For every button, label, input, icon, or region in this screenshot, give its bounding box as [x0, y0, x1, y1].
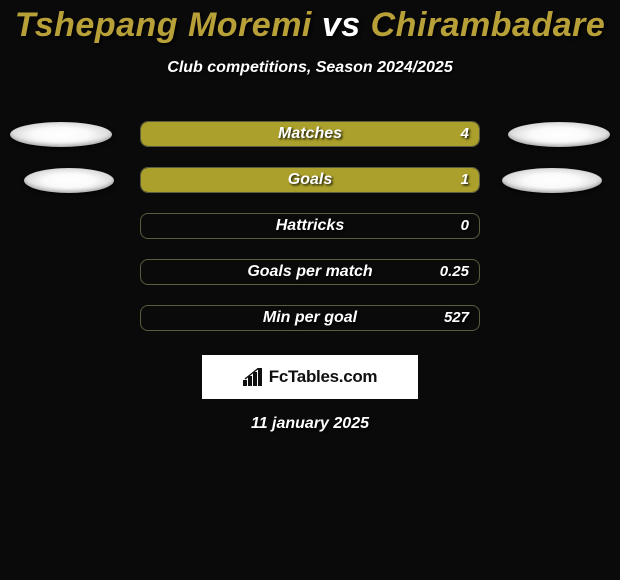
- stat-value: 0.25: [440, 260, 469, 284]
- stat-label: Matches: [141, 122, 479, 146]
- stat-bar-track: Goals per match0.25: [140, 259, 480, 285]
- stats-area: Matches4Goals1Hattricks0Goals per match0…: [0, 111, 620, 341]
- player2-name: Chirambadare: [371, 6, 606, 44]
- stat-row: Goals per match0.25: [0, 249, 620, 295]
- stat-bar-track: Min per goal527: [140, 305, 480, 331]
- stat-bar-track: Matches4: [140, 121, 480, 147]
- stat-value: 0: [461, 214, 469, 238]
- stat-label: Goals per match: [141, 260, 479, 284]
- player2-marker-icon: [502, 168, 602, 193]
- subtitle: Club competitions, Season 2024/2025: [0, 59, 620, 77]
- stat-bar-track: Goals1: [140, 167, 480, 193]
- player1-marker-icon: [10, 122, 112, 147]
- stat-row: Goals1: [0, 157, 620, 203]
- comparison-title: Tshepang Moremi vs Chirambadare: [0, 0, 620, 45]
- player1-marker-icon: [24, 168, 114, 193]
- stat-label: Hattricks: [141, 214, 479, 238]
- player2-marker-icon: [508, 122, 610, 147]
- stat-value: 4: [461, 122, 469, 146]
- stat-row: Min per goal527: [0, 295, 620, 341]
- stat-label: Goals: [141, 168, 479, 192]
- stat-label: Min per goal: [141, 306, 479, 330]
- player1-name: Tshepang Moremi: [15, 6, 312, 44]
- brand-box: FcTables.com: [202, 355, 418, 399]
- stat-value: 527: [444, 306, 469, 330]
- brand-text: FcTables.com: [269, 367, 378, 387]
- stat-row: Matches4: [0, 111, 620, 157]
- stat-value: 1: [461, 168, 469, 192]
- stat-bar-track: Hattricks0: [140, 213, 480, 239]
- footer-date: 11 january 2025: [0, 415, 620, 433]
- stat-row: Hattricks0: [0, 203, 620, 249]
- vs-text: vs: [322, 6, 361, 44]
- brand-chart-icon: [243, 368, 265, 386]
